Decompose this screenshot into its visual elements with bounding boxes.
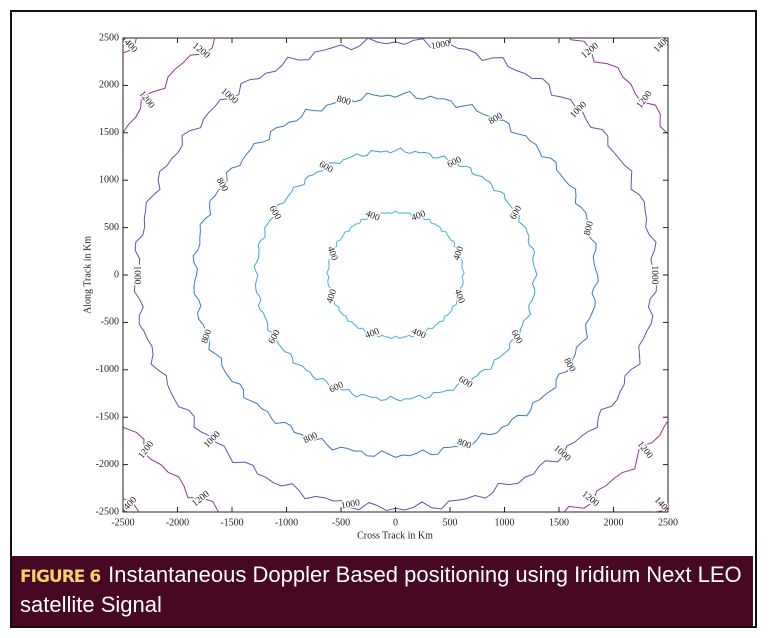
caption-text: Instantaneous Doppler Based positioning … — [20, 562, 742, 617]
contour-label: 1200 — [580, 41, 601, 61]
y-tick-label: -2000 — [96, 459, 119, 470]
x-tick-label: -2500 — [111, 517, 134, 528]
x-tick-label: 1000 — [495, 517, 515, 528]
x-tick-label: 500 — [443, 517, 458, 528]
x-tick-label: -1500 — [220, 517, 243, 528]
x-tick-label: 2500 — [658, 517, 678, 528]
contour-label: 800 — [487, 111, 505, 127]
contour-label: 400 — [410, 209, 427, 224]
contour-line — [326, 210, 465, 339]
contour-label: 1200 — [190, 41, 211, 61]
contour-label: 1000 — [551, 444, 572, 464]
caption: FIGURE 6 Instantaneous Doppler Based posi… — [12, 556, 753, 626]
contour-label: 800 — [561, 357, 577, 375]
contour-label: 800 — [335, 94, 352, 108]
contour-label: 600 — [457, 375, 475, 391]
contour-label: 1000 — [649, 266, 659, 285]
x-tick-label: -1000 — [275, 517, 298, 528]
contour-label: 800 — [456, 437, 473, 451]
x-tick-label: -2000 — [166, 517, 189, 528]
contour-label: 600 — [267, 204, 283, 222]
x-tick-label: 2000 — [604, 517, 624, 528]
x-tick-label: 1500 — [549, 517, 569, 528]
y-tick-label: -2500 — [96, 506, 119, 517]
contour-label: 400 — [325, 245, 339, 262]
contour-label: 1200 — [579, 489, 600, 509]
contour-label: 600 — [508, 329, 524, 347]
figure-frame — [10, 10, 757, 628]
y-tick-label: -1000 — [96, 364, 119, 375]
y-tick-label: 1000 — [99, 174, 119, 185]
contour-label: 1400 — [652, 34, 672, 55]
contour-label: 800 — [200, 328, 214, 345]
contour-label: 1000 — [430, 39, 451, 52]
y-tick-label: 1500 — [99, 127, 119, 138]
x-tick-label: 0 — [393, 517, 398, 528]
contour-label: 1400 — [652, 495, 672, 516]
contour-label: 1000 — [340, 498, 361, 511]
y-tick-label: 500 — [104, 222, 119, 233]
contour-label: 600 — [446, 155, 463, 170]
contour-line — [133, 38, 658, 512]
contour-line — [192, 90, 599, 458]
y-axis-label: Along Track in Km — [82, 236, 93, 314]
contour-line — [253, 147, 538, 402]
contour-label: 800 — [583, 220, 596, 237]
y-tick-label: -1500 — [96, 411, 119, 422]
x-tick-label: -500 — [332, 517, 350, 528]
y-tick-label: 2000 — [99, 80, 119, 91]
x-axis-label: Cross Track in Km — [357, 530, 433, 541]
contour-label: 1000 — [131, 266, 141, 285]
contour-label: 1200 — [635, 89, 655, 110]
contour-label: 400 — [452, 288, 466, 305]
contour-label: 400 — [410, 327, 427, 342]
contour-label: 800 — [302, 431, 319, 446]
contour-label: 400 — [452, 245, 466, 262]
contour-label: 400 — [325, 288, 339, 305]
y-tick-label: 2500 — [99, 32, 119, 43]
y-tick-label: 0 — [114, 269, 119, 280]
contour-label: 1200 — [137, 89, 157, 110]
contour-label: 1400 — [119, 34, 139, 55]
y-tick-label: -500 — [101, 317, 119, 328]
contour-label: 1000 — [569, 100, 590, 121]
caption-label: FIGURE 6 — [20, 567, 101, 587]
contour-label: 400 — [364, 209, 381, 224]
contour-label: 1000 — [219, 87, 240, 107]
contour-label: 600 — [317, 160, 335, 176]
contour-label: 1400 — [119, 495, 139, 516]
contour-label: 1200 — [190, 489, 211, 509]
contour-label: 1200 — [137, 439, 157, 460]
contour-label: 1000 — [202, 430, 223, 451]
contour-label: 600 — [328, 380, 345, 395]
contour-label: 400 — [364, 327, 381, 342]
contour-line — [123, 38, 668, 512]
